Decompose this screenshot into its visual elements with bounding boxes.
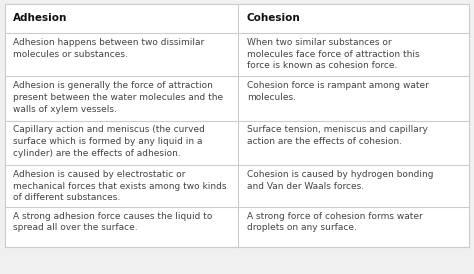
Text: Capillary action and meniscus (the curved
surface which is formed by any liquid : Capillary action and meniscus (the curve… xyxy=(13,125,205,158)
Text: Surface tension, meniscus and capillary
action are the effects of cohesion.: Surface tension, meniscus and capillary … xyxy=(247,125,428,146)
Text: Cohesion: Cohesion xyxy=(247,13,301,24)
Bar xyxy=(5,121,469,165)
Text: Cohesion is caused by hydrogen bonding
and Van der Waals forces.: Cohesion is caused by hydrogen bonding a… xyxy=(247,170,433,191)
Bar xyxy=(5,207,469,247)
Text: Cohesion force is rampant among water
molecules.: Cohesion force is rampant among water mo… xyxy=(247,81,429,102)
Text: Adhesion happens between two dissimilar
molecules or substances.: Adhesion happens between two dissimilar … xyxy=(13,38,204,59)
Bar xyxy=(5,4,469,247)
Text: When two similar substances or
molecules face force of attraction this
force is : When two similar substances or molecules… xyxy=(247,38,419,70)
Bar xyxy=(5,165,469,207)
Text: Adhesion: Adhesion xyxy=(13,13,68,24)
Bar xyxy=(5,4,469,33)
Text: Adhesion is generally the force of attraction
present between the water molecule: Adhesion is generally the force of attra… xyxy=(13,81,223,114)
Text: Adhesion is caused by electrostatic or
mechanical forces that exists among two k: Adhesion is caused by electrostatic or m… xyxy=(13,170,227,202)
Bar xyxy=(5,76,469,121)
Text: A strong adhesion force causes the liquid to
spread all over the surface.: A strong adhesion force causes the liqui… xyxy=(13,212,213,232)
Bar xyxy=(5,33,469,76)
Text: A strong force of cohesion forms water
droplets on any surface.: A strong force of cohesion forms water d… xyxy=(247,212,423,232)
